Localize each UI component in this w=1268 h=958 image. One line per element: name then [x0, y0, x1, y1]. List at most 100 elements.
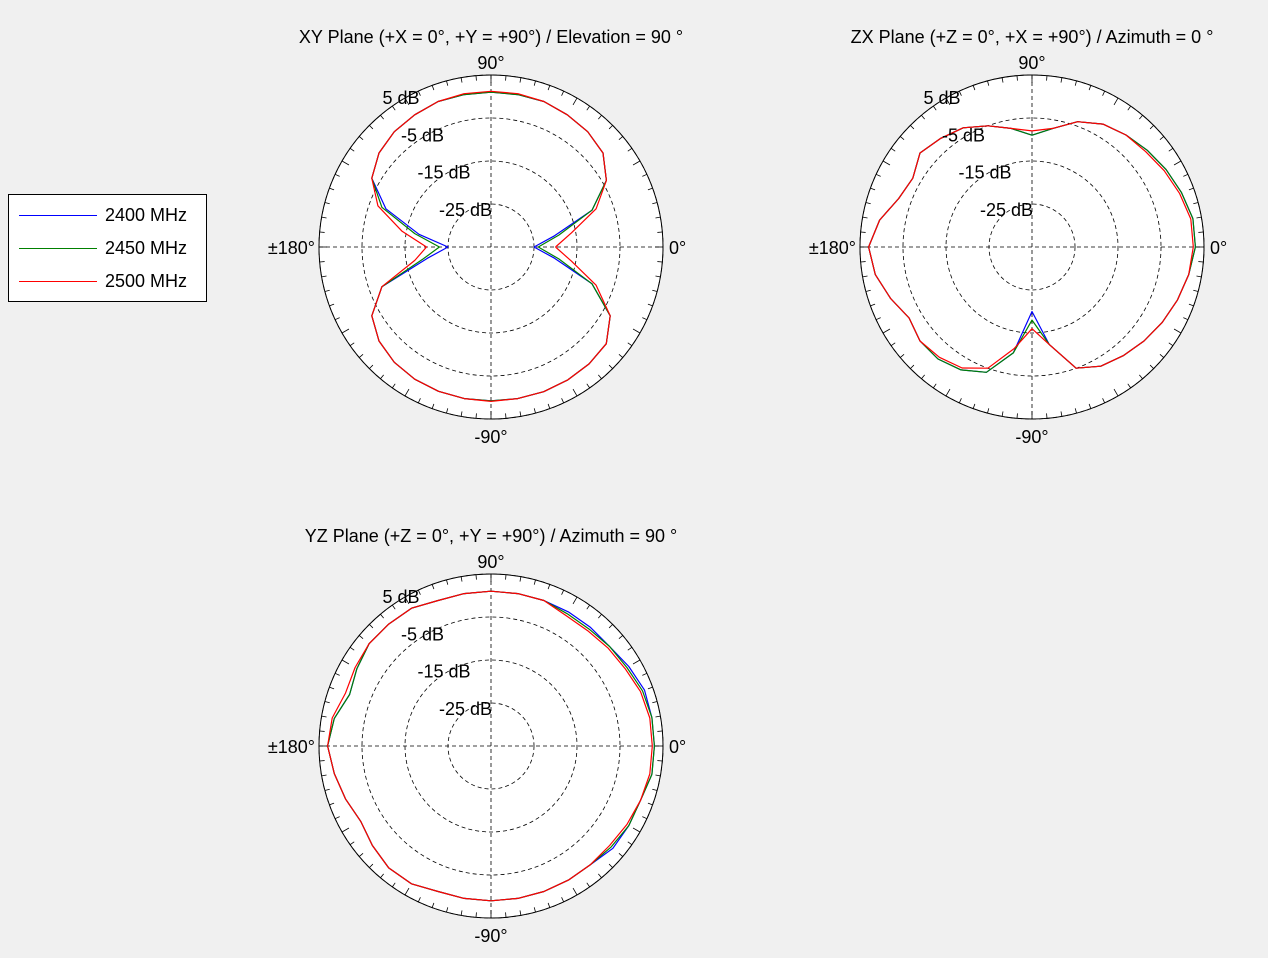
angle-tick [608, 624, 613, 629]
angle-tick [618, 635, 624, 639]
angle-tick [561, 90, 565, 96]
angle-tick [618, 354, 624, 358]
legend: 2400 MHz 2450 MHz 2500 MHz [8, 194, 207, 302]
angle-tick [1060, 411, 1063, 417]
angle-tick [890, 342, 896, 346]
angle-tick [404, 596, 410, 605]
angle-tick [647, 303, 653, 307]
angle-label-top: 90° [1018, 53, 1045, 73]
angle-tick [321, 275, 327, 278]
series-line-3 [867, 121, 1194, 369]
angle-tick [572, 596, 578, 605]
angle-tick [608, 364, 613, 369]
angle-tick [324, 701, 330, 704]
angle-tick [632, 827, 641, 833]
angle-tick [572, 97, 578, 106]
angle-tick [392, 604, 396, 610]
angle-tick [334, 816, 340, 820]
angle-label-bottom: -90° [474, 427, 507, 447]
angle-tick [1088, 85, 1092, 91]
angle-tick [586, 105, 590, 111]
angle-tick [446, 80, 449, 86]
angle-tick [392, 105, 396, 111]
angle-tick [321, 774, 327, 777]
angle-tick [647, 802, 653, 806]
angle-tick [404, 388, 410, 397]
angle-tick [945, 97, 951, 106]
polar-chart-1: 5 dB -5 dB -15 dB -25 dB 90° -90° 0° ±180° XY Pl… [268, 27, 686, 447]
radial-tick-label: 5 dB [923, 88, 960, 108]
angle-tick [933, 383, 937, 389]
angle-label-right: 0° [669, 238, 686, 258]
angle-tick [1196, 275, 1202, 278]
angle-tick [655, 774, 661, 777]
angle-tick [608, 125, 613, 130]
angle-tick [598, 374, 602, 380]
angle-tick [899, 136, 905, 140]
angle-tick [882, 328, 891, 334]
angle-tick [1188, 303, 1194, 307]
angle-tick [1183, 173, 1189, 177]
angle-tick [652, 701, 658, 704]
radial-tick-label: -5 dB [401, 125, 444, 145]
angle-tick [862, 216, 868, 219]
chart-title: ZX Plane (+Z = 0°, +X = +90°) / Azimuth … [851, 27, 1214, 47]
angle-tick [380, 613, 384, 619]
angle-tick [655, 715, 661, 718]
angle-tick [519, 576, 522, 582]
angle-tick [519, 411, 522, 417]
angle-label-top: 90° [477, 552, 504, 572]
angle-tick [446, 408, 449, 414]
angle-tick [655, 216, 661, 219]
angle-tick [547, 584, 551, 590]
angle-tick [1196, 216, 1202, 219]
angle-tick [1159, 354, 1165, 358]
angle-tick [341, 827, 350, 833]
angle-tick [334, 317, 340, 321]
angle-label-left: ±180° [268, 737, 315, 757]
angle-tick [632, 659, 641, 665]
angle-tick [958, 90, 962, 96]
angle-tick [1188, 187, 1194, 191]
legend-swatch-2500 [19, 280, 97, 282]
series-line-3 [327, 590, 653, 902]
legend-swatch-2450 [19, 247, 97, 249]
angle-tick [329, 802, 335, 806]
angle-tick [618, 853, 624, 857]
angle-tick [380, 374, 384, 380]
angle-tick [1168, 342, 1174, 346]
angle-tick [431, 403, 435, 409]
angle-tick [890, 148, 896, 152]
angle-tick [972, 85, 976, 91]
radial-tick-label: 5 dB [382, 587, 419, 607]
angle-tick [870, 187, 876, 191]
angle-tick [358, 635, 364, 639]
angle-tick [460, 576, 463, 582]
angle-tick [392, 882, 396, 888]
angle-tick [446, 579, 449, 585]
angle-tick [572, 887, 578, 896]
angle-tick [460, 910, 463, 916]
angle-tick [533, 80, 536, 86]
radial-tick-label: -5 dB [942, 125, 985, 145]
angle-tick [642, 816, 648, 820]
radial-tick-label: -25 dB [439, 699, 492, 719]
angle-tick [627, 342, 633, 346]
angle-tick [652, 788, 658, 791]
angle-tick [334, 173, 340, 177]
angle-tick [547, 902, 551, 908]
legend-label: 2500 MHz [105, 270, 188, 291]
angle-tick [862, 275, 868, 278]
angle-tick [1183, 317, 1189, 321]
angle-tick [647, 187, 653, 191]
angle-tick [1060, 77, 1063, 83]
angle-label-bottom: -90° [1015, 427, 1048, 447]
angle-tick [586, 604, 590, 610]
angle-tick [417, 398, 421, 404]
angle-tick [334, 672, 340, 676]
angle-tick [652, 202, 658, 205]
angle-tick [369, 125, 374, 130]
polar-chart-2: 5 dB -5 dB -15 dB -25 dB 90° -90° 0° ±180° ZX Pl… [809, 27, 1227, 447]
angle-tick [324, 289, 330, 292]
